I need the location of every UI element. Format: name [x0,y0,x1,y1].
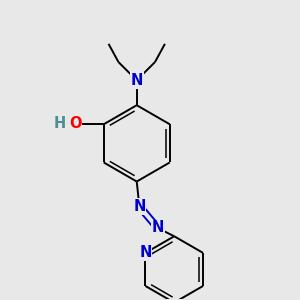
Text: O: O [69,116,82,131]
Text: N: N [130,73,143,88]
Text: H: H [53,116,66,131]
Text: N: N [152,220,164,236]
Text: N: N [133,199,145,214]
Text: N: N [139,245,152,260]
